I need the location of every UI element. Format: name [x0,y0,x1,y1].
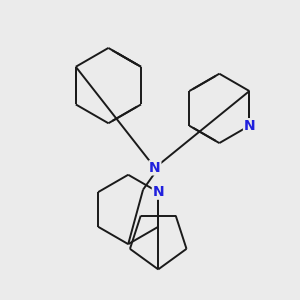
Text: N: N [149,161,161,175]
Text: N: N [244,119,255,133]
Text: N: N [152,185,164,199]
